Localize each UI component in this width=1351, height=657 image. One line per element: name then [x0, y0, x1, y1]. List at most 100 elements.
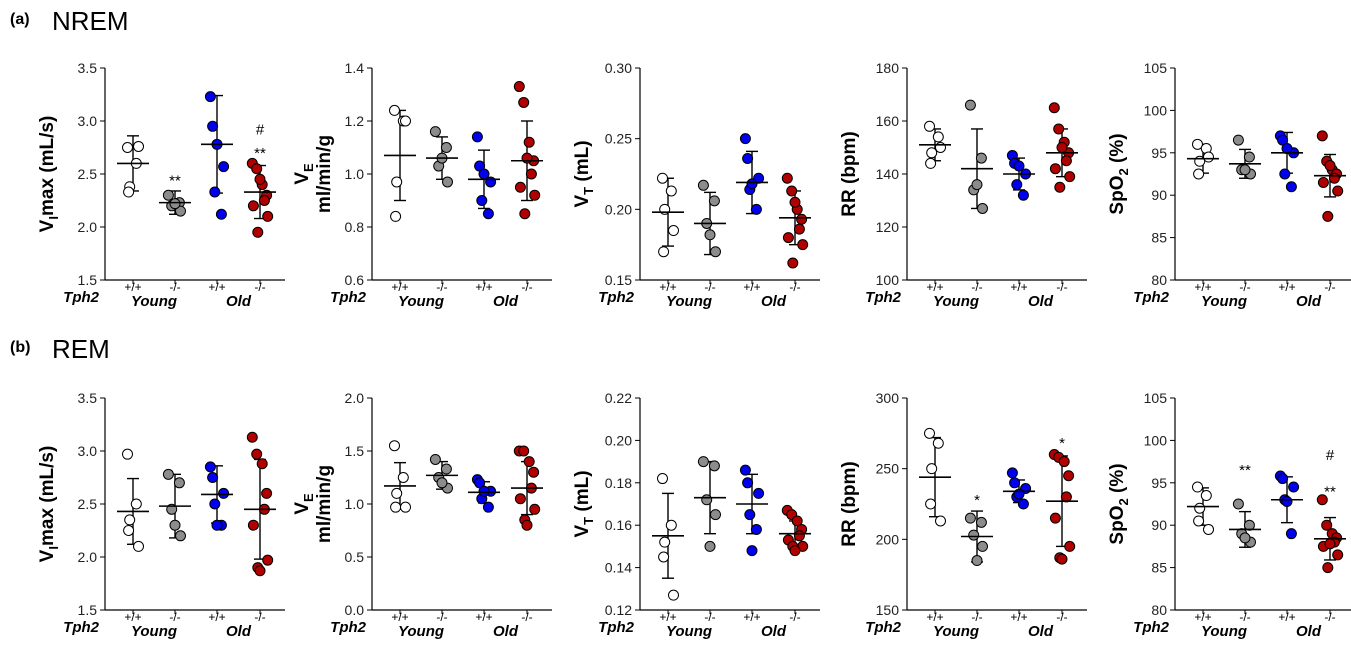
data-point	[964, 512, 976, 524]
data-point	[400, 501, 411, 513]
data-point	[789, 196, 801, 208]
y-axis-label-8: RR (bpm)	[839, 461, 860, 546]
data-point	[1288, 481, 1300, 493]
y-axis-label-4: SpO2 (%)	[1107, 133, 1131, 214]
data-point	[528, 466, 540, 478]
group-label-old: Old	[1296, 623, 1322, 640]
svg-text:VE: VE	[292, 493, 316, 515]
svg-text:RR (bpm): RR (bpm)	[839, 131, 860, 216]
data-point	[1203, 151, 1214, 163]
genotype-label: Tph2	[598, 619, 634, 636]
data-point	[753, 487, 765, 499]
svg-text:SpO2 (%): SpO2 (%)	[1107, 133, 1131, 214]
data-point	[708, 460, 720, 472]
data-point	[926, 463, 938, 475]
data-point	[389, 104, 400, 116]
data-point	[162, 468, 174, 480]
data-point	[1332, 549, 1344, 561]
data-point	[1054, 181, 1066, 193]
y-tick-label: 1.5	[78, 272, 98, 288]
group-label-old: Old	[761, 293, 787, 310]
genotype-tick-label: +/+	[124, 610, 141, 624]
y-tick-label: 300	[876, 390, 900, 406]
data-point	[977, 540, 988, 552]
genotype-tick-label: +/+	[475, 280, 492, 294]
y-tick-label: 0.22	[605, 390, 632, 406]
genotype-tick-label: -/-	[1239, 610, 1250, 624]
data-point	[476, 195, 488, 206]
y-tick-label: 0.18	[605, 475, 632, 491]
y-tick-label: 85	[1151, 560, 1167, 576]
genotype-label: Tph2	[865, 289, 901, 306]
data-point	[786, 185, 798, 197]
data-point	[658, 246, 670, 258]
y-tick-label: 90	[1151, 517, 1167, 533]
genotype-tick-label: +/+	[1278, 610, 1295, 624]
data-point	[793, 530, 805, 542]
svg-text:ml/min/g: ml/min/g	[314, 135, 335, 213]
data-point	[123, 525, 135, 536]
data-point	[1048, 102, 1060, 114]
data-point	[1056, 553, 1068, 565]
genotype-tick-label: -/-	[971, 280, 982, 294]
data-point	[519, 208, 531, 220]
data-point	[256, 458, 268, 470]
chart-panel-5: 1.5 2.0 2.5 3.0 3.5 VImax (mL/s) Tph2 +/+ -/- +/+…	[37, 390, 285, 640]
data-point	[1239, 532, 1251, 544]
data-point	[211, 519, 223, 531]
data-point	[169, 519, 181, 531]
y-tick-label: 0.30	[605, 60, 632, 76]
data-point	[1060, 155, 1072, 167]
data-point	[750, 523, 762, 535]
group-label-young: Young	[1201, 623, 1247, 640]
data-point	[793, 223, 805, 235]
data-point	[122, 142, 133, 153]
genotype-tick-label: -/-	[1324, 280, 1335, 294]
data-point	[247, 200, 259, 212]
data-point	[975, 516, 987, 528]
y-tick-label: 200	[876, 531, 900, 547]
data-point	[1281, 495, 1293, 507]
genotype-tick-label: +/+	[208, 610, 225, 624]
data-point	[964, 99, 976, 111]
data-point	[252, 226, 264, 238]
genotype-label: Tph2	[63, 619, 99, 636]
group-label-old: Old	[1296, 293, 1322, 310]
data-point	[1203, 523, 1214, 535]
data-point	[133, 140, 144, 152]
genotype-tick-label: +/+	[1194, 610, 1211, 624]
y-tick-label: 150	[876, 602, 900, 618]
data-point	[1194, 502, 1206, 514]
y-axis-label-0: VImax (mL/s)	[37, 116, 61, 233]
genotype-tick-label: -/-	[254, 610, 265, 624]
y-axis-label-3: RR (bpm)	[839, 131, 860, 216]
data-point	[529, 189, 541, 201]
data-point	[1192, 481, 1203, 493]
data-point	[796, 213, 808, 225]
data-point	[787, 257, 799, 269]
y-tick-label: 95	[1151, 145, 1167, 161]
y-tick-label: 160	[876, 113, 900, 129]
data-point	[925, 498, 937, 510]
data-point	[742, 477, 754, 489]
data-point	[1053, 123, 1065, 135]
y-tick-label: 95	[1151, 475, 1167, 491]
group-label-old: Old	[1028, 293, 1054, 310]
y-tick-label: 250	[876, 461, 900, 477]
data-point	[1200, 490, 1212, 502]
data-point	[1324, 538, 1336, 550]
y-axis-label-7: VT (mL)	[572, 470, 596, 537]
data-point	[932, 131, 944, 143]
group-label-young: Young	[398, 623, 444, 640]
genotype-label: Tph2	[865, 619, 901, 636]
data-point	[440, 142, 452, 153]
chart-panel-7: 0.12 0.14 0.16 0.18 0.20 0.22 VT (mL) Tph2 +/+ -/…	[572, 390, 820, 640]
data-point	[258, 195, 270, 206]
svg-text:ml/min/g: ml/min/g	[314, 465, 335, 543]
data-point	[782, 232, 794, 244]
data-point	[744, 509, 756, 521]
group-label-young: Young	[398, 293, 444, 310]
